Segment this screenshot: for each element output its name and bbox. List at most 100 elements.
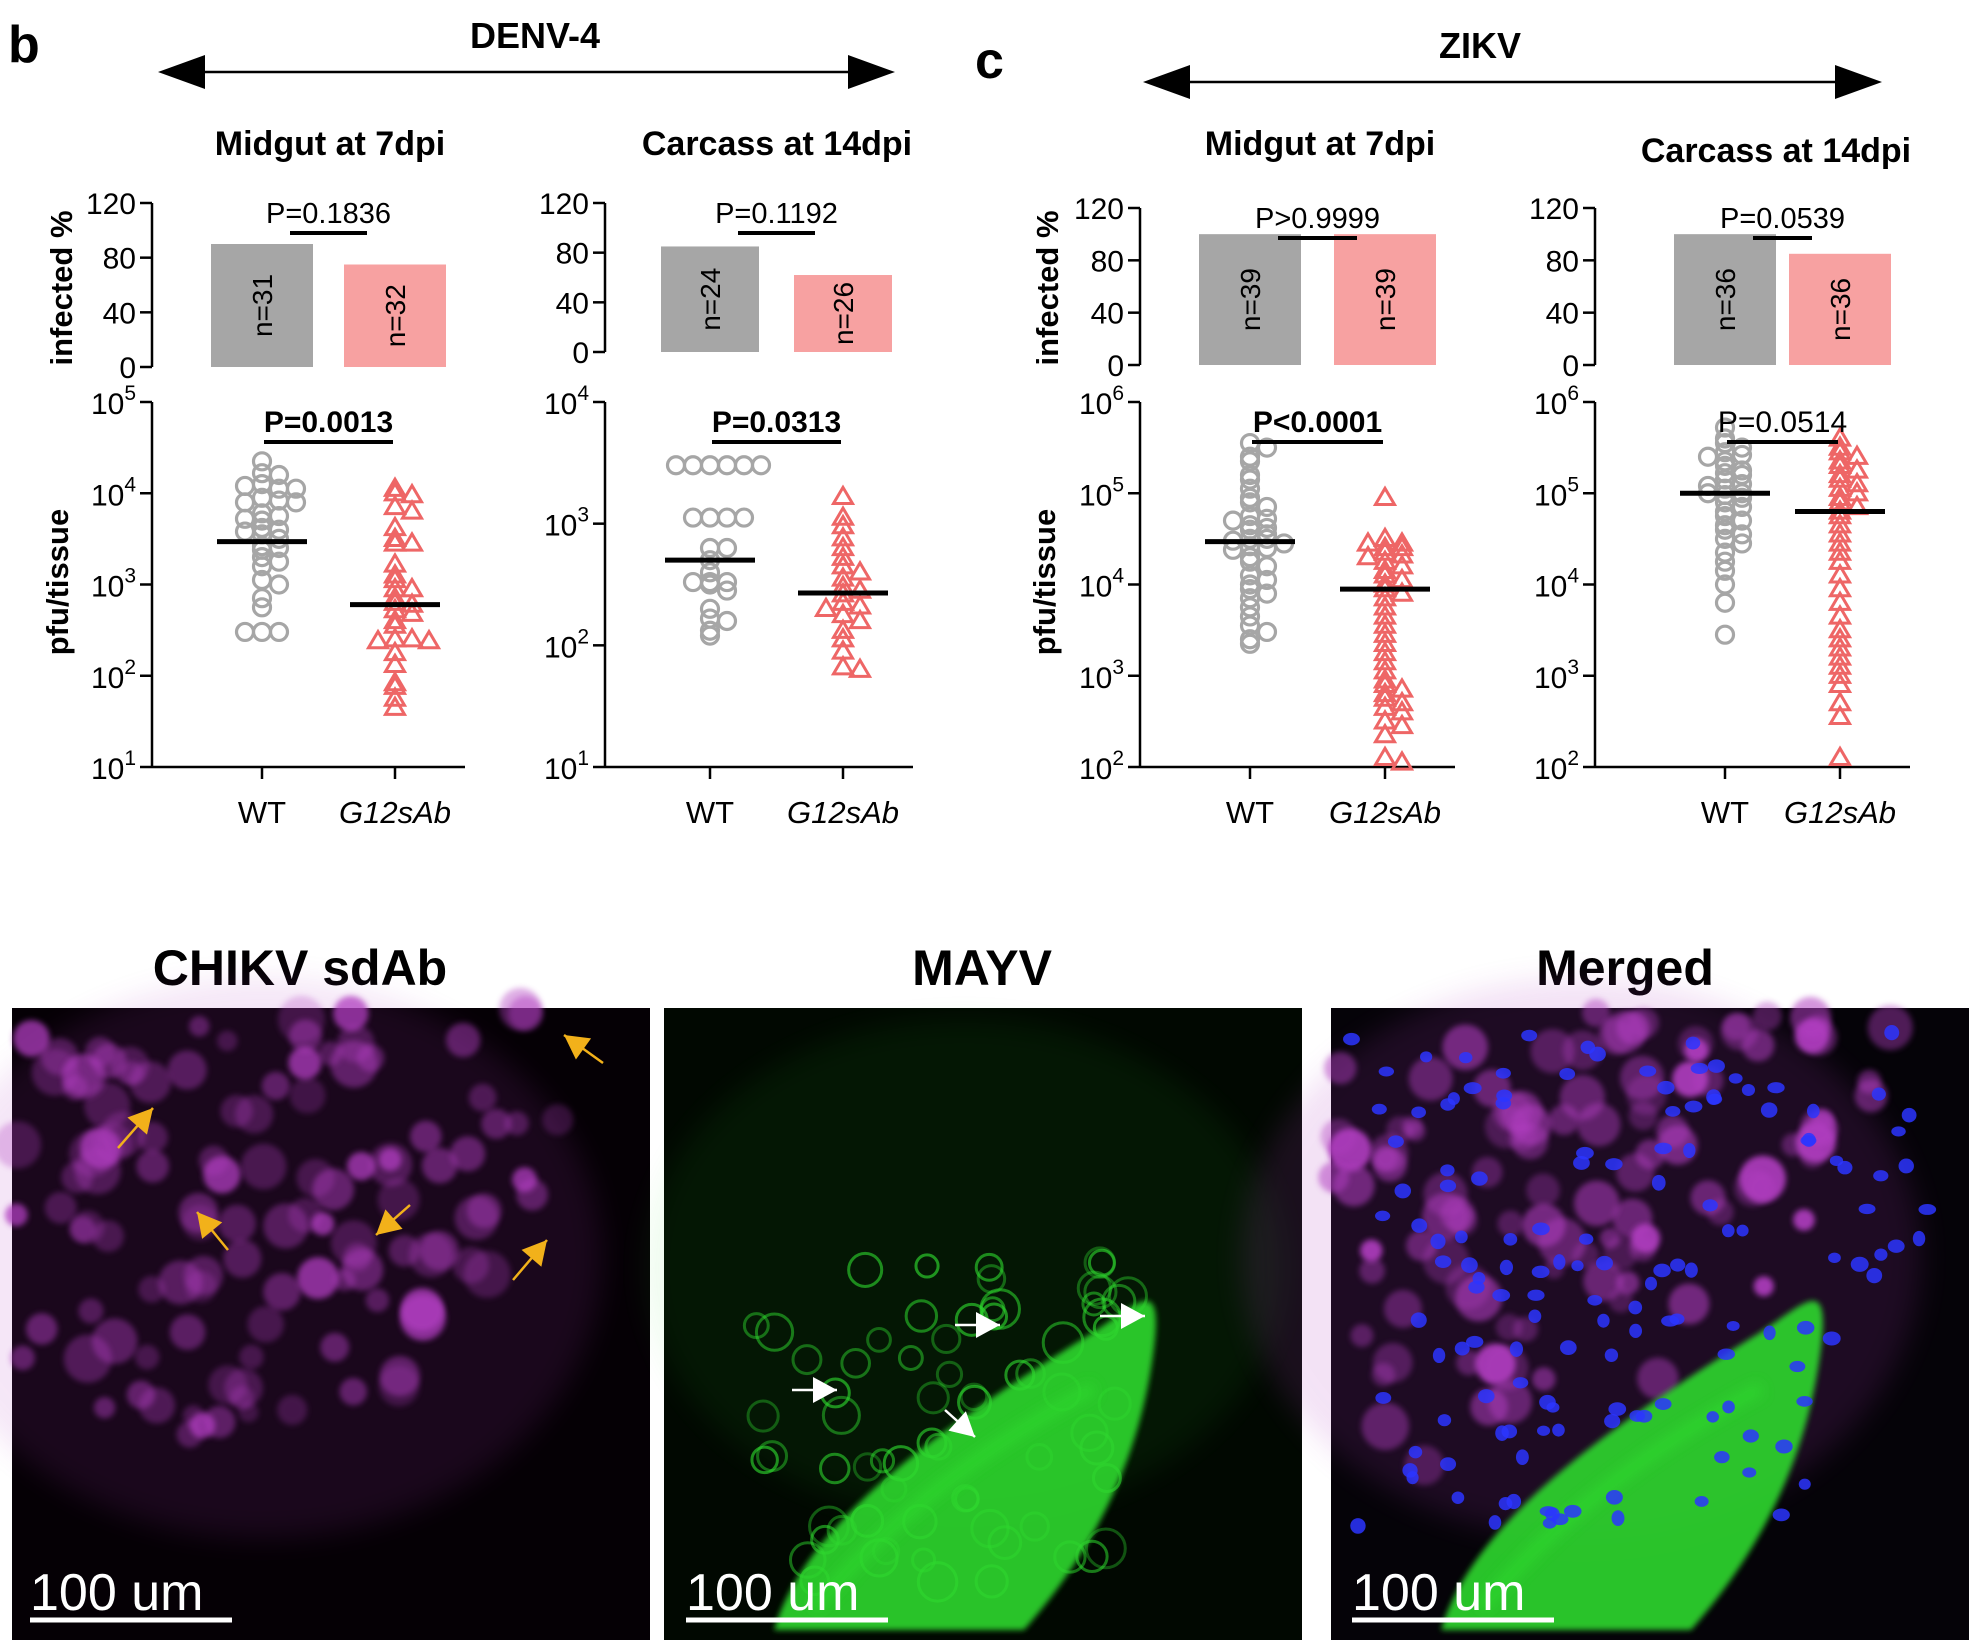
- point-wt: [750, 455, 772, 476]
- ring-cell: [1087, 1248, 1116, 1277]
- point-g12sab: [1844, 471, 1870, 493]
- cell: [468, 1083, 497, 1112]
- double-arrow-zikv: [1143, 65, 1882, 99]
- nucleus: [1439, 1179, 1457, 1193]
- ring-cell: [916, 1381, 950, 1415]
- point-g12sab: [1389, 530, 1415, 552]
- nucleus: [1498, 1497, 1513, 1511]
- nucleus: [1495, 1067, 1511, 1079]
- cell: [318, 1041, 343, 1066]
- nucleus: [1806, 1103, 1820, 1119]
- point-g12sab: [382, 640, 408, 662]
- cell: [333, 995, 369, 1032]
- nucleus: [1866, 1267, 1883, 1284]
- nucleus: [1546, 1402, 1560, 1413]
- cell: [277, 1394, 308, 1426]
- cell: [1854, 1079, 1888, 1113]
- scatter-y-tick-label: 102: [1534, 747, 1579, 786]
- point-wt: [251, 556, 273, 577]
- point-wt: [682, 455, 704, 476]
- scatter-y-tick-label: 103: [91, 565, 136, 604]
- category-label: WT: [1701, 795, 1749, 830]
- cell: [240, 1143, 287, 1190]
- bar-n-label: n=32: [380, 284, 411, 347]
- chart-zikv-midgut: Midgut at 7dpi 0 40 80 120 n=39 n=39 P>0.9999 10…: [1074, 125, 1455, 830]
- nucleus: [1707, 1059, 1725, 1073]
- ring-cell: [1084, 1527, 1127, 1570]
- point-wt: [716, 537, 738, 559]
- scatter-p-value: P=0.0013: [264, 406, 393, 439]
- cell: [1577, 1103, 1621, 1147]
- cell: [10, 1345, 35, 1371]
- nucleus: [1440, 1164, 1455, 1177]
- cell: [481, 1108, 512, 1139]
- cell: [450, 1136, 486, 1172]
- cell: [1423, 1171, 1468, 1216]
- cell: [365, 1288, 390, 1313]
- point-g12sab: [830, 525, 856, 547]
- cell: [1350, 1324, 1374, 1348]
- point-wt: [1714, 551, 1736, 572]
- cell: [516, 1178, 549, 1211]
- ring-cell: [840, 1347, 871, 1379]
- cell: [4, 1203, 28, 1227]
- ring-cell: [974, 1252, 1004, 1282]
- cell: [330, 1220, 377, 1266]
- cell: [169, 1314, 206, 1350]
- bar-n-label: n=24: [695, 268, 726, 331]
- nucleus: [1742, 1467, 1757, 1478]
- nucleus: [1635, 1409, 1653, 1423]
- nucleus: [1887, 1239, 1905, 1253]
- point-wt: [268, 464, 290, 486]
- nucleus: [1884, 1024, 1900, 1041]
- cell: [198, 1145, 229, 1176]
- point-g12sab: [365, 628, 391, 650]
- nucleus: [1604, 1414, 1621, 1429]
- cell: [263, 1272, 301, 1311]
- nucleus: [1595, 1255, 1613, 1271]
- ring-cell: [866, 1326, 892, 1353]
- nucleus: [1901, 1107, 1917, 1123]
- bar-y-tick-label: 0: [572, 337, 589, 370]
- nucleus: [1492, 1289, 1511, 1302]
- scatter-y-tick-label: 105: [91, 382, 136, 421]
- nucleus: [1661, 1315, 1680, 1327]
- nucleus: [1472, 1271, 1486, 1285]
- category-label: WT: [238, 795, 286, 830]
- cell: [188, 1015, 210, 1037]
- nucleus: [1690, 1062, 1709, 1075]
- chart-zikv-carcass: Carcass at 14dpi 0 40 80 120 n=36 n=36 P=0.0539…: [1529, 132, 1911, 830]
- cell: [176, 1421, 203, 1448]
- cell: [1442, 1024, 1489, 1071]
- nucleus: [1670, 1258, 1686, 1272]
- nucleus: [1707, 1093, 1723, 1105]
- ring-cell: [935, 1360, 964, 1389]
- ring-cell: [1083, 1274, 1118, 1310]
- micrograph-title-mayv: MAYV: [912, 940, 1053, 996]
- point-wt: [1239, 606, 1261, 627]
- arrow-head: [1121, 1303, 1145, 1329]
- micrograph-merged: [1241, 978, 1969, 1640]
- scatter-y-tick-label: 102: [544, 625, 589, 664]
- scatter-p-value: P<0.0001: [1253, 406, 1382, 439]
- cell: [239, 1344, 264, 1370]
- nucleus: [1499, 1259, 1514, 1276]
- scatter-y-tick-label: 104: [1534, 565, 1579, 604]
- nucleus: [1375, 1391, 1392, 1404]
- point-g12sab: [382, 686, 408, 707]
- point-g12sab: [1372, 485, 1398, 506]
- point-g12sab: [847, 657, 873, 678]
- point-wt: [665, 455, 687, 476]
- cell: [288, 1019, 322, 1053]
- ring-cell: [750, 1445, 779, 1475]
- point-wt: [251, 621, 273, 643]
- virus-label-denv4: DENV-4: [470, 15, 600, 56]
- bar-n-label: n=39: [1235, 268, 1266, 331]
- nucleus: [1539, 1506, 1557, 1517]
- cell: [1583, 1260, 1624, 1302]
- nucleus: [1657, 1080, 1675, 1095]
- nucleus: [1654, 1398, 1672, 1411]
- bar-y-tick-label: 0: [1107, 350, 1124, 383]
- cell: [1626, 1074, 1667, 1115]
- scatter-y-tick-label: 103: [1079, 656, 1124, 695]
